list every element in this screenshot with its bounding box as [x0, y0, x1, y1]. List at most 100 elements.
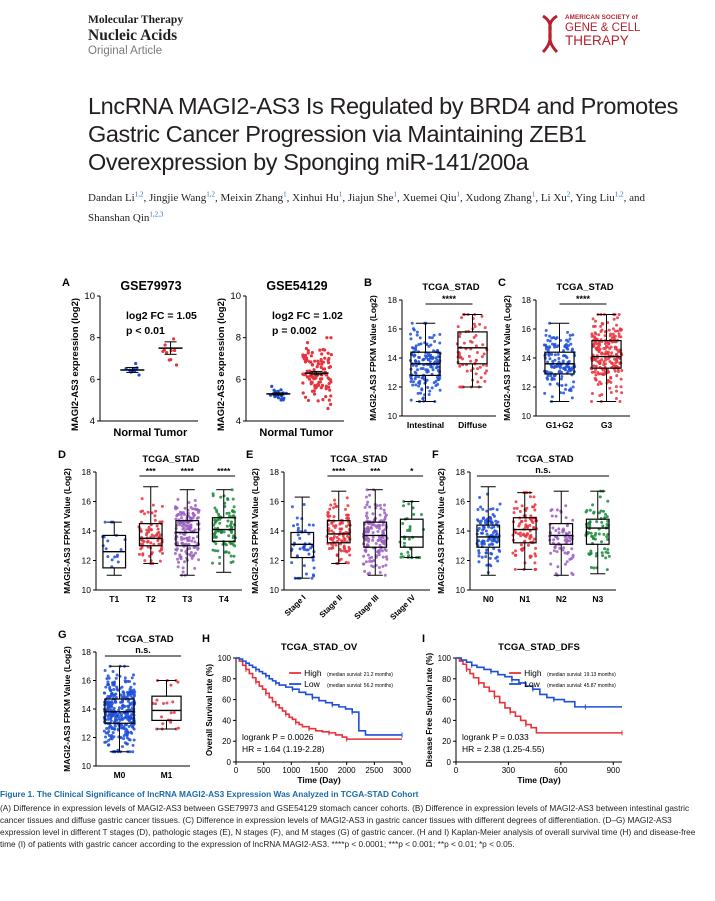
data-point [377, 538, 381, 542]
data-point [381, 523, 385, 527]
data-point [330, 529, 334, 533]
data-point [592, 510, 596, 514]
data-point [490, 526, 494, 530]
journal-name-line2: Nucleic Acids [88, 27, 178, 44]
data-point [600, 352, 604, 356]
author-name: Jiajun She [347, 191, 394, 204]
author: Jiajun She1, [347, 190, 400, 204]
data-point [306, 348, 310, 353]
data-point [165, 350, 169, 355]
data-point [514, 553, 518, 557]
data-point [590, 370, 594, 374]
data-point [214, 542, 218, 546]
data-point [597, 341, 601, 345]
data-point [290, 561, 294, 565]
data-point [594, 532, 598, 536]
data-point [565, 356, 569, 360]
data-point [150, 551, 154, 555]
data-point [589, 531, 593, 535]
data-point [378, 513, 382, 517]
data-point [591, 334, 595, 338]
data-point [224, 543, 228, 547]
data-point [609, 380, 613, 384]
data-point [377, 565, 381, 569]
data-point [421, 397, 425, 401]
data-point [313, 386, 317, 390]
legend-note: (median survial: 21.2 months) [327, 672, 393, 678]
data-point [485, 364, 489, 368]
data-point [113, 724, 117, 728]
data-point [548, 339, 552, 343]
data-point [338, 530, 342, 534]
data-point [568, 333, 572, 337]
data-point [329, 352, 333, 357]
dna-helix-icon [541, 14, 559, 54]
data-point [544, 333, 548, 337]
author: Xuemei Qiu1, [402, 190, 463, 204]
data-point [596, 370, 600, 374]
data-point [599, 330, 603, 334]
data-point [569, 342, 573, 346]
significance-label: **** [332, 466, 346, 476]
box [175, 520, 200, 547]
data-point [566, 330, 570, 334]
data-point [488, 556, 492, 560]
data-point [130, 676, 134, 680]
data-point [524, 519, 528, 523]
data-point [434, 366, 438, 370]
data-point [306, 351, 310, 355]
y-tick-label: 10 [82, 585, 92, 595]
data-point [465, 369, 469, 373]
data-point [428, 360, 432, 364]
data-point [190, 556, 194, 560]
data-point [381, 555, 385, 559]
data-point [414, 344, 418, 348]
data-point [487, 525, 491, 529]
data-point [111, 683, 115, 687]
panel-g: G TCGA_STAD MAGI2-AS3 FPKM Value (Log2) 10 1… [58, 629, 190, 780]
data-point [555, 364, 559, 368]
data-point [216, 529, 220, 533]
data-point [173, 348, 177, 353]
data-point [619, 377, 623, 381]
data-point [110, 712, 114, 716]
data-point [309, 380, 313, 384]
data-point [485, 369, 489, 373]
data-point [565, 560, 569, 564]
data-point [477, 554, 481, 558]
x-tick-label: T3 [182, 594, 192, 604]
data-point [348, 553, 352, 557]
data-point [180, 541, 184, 545]
article-title: LncRNA MAGI2-AS3 Is Regulated by BRD4 an… [88, 93, 678, 175]
y-tick-label: 80 [442, 675, 451, 684]
data-point [489, 507, 493, 511]
data-point [514, 549, 518, 553]
data-point [106, 715, 110, 719]
data-point [229, 560, 233, 564]
data-point [178, 523, 182, 527]
data-point [193, 504, 197, 508]
data-point [306, 548, 310, 552]
data-point [296, 529, 300, 533]
data-point [520, 519, 524, 523]
data-point [180, 521, 184, 525]
data-point [345, 524, 349, 528]
data-point [311, 523, 315, 527]
data-point [324, 394, 328, 399]
data-point [335, 504, 339, 508]
data-point [339, 521, 343, 525]
data-point [194, 551, 198, 555]
data-point [316, 383, 320, 387]
data-point [312, 389, 316, 393]
data-point [603, 547, 607, 551]
data-point [110, 692, 114, 696]
data-point [436, 369, 440, 373]
author-name: Dandan Li [88, 191, 135, 204]
x-tick-label: G1+G2 [546, 420, 574, 430]
data-point [301, 353, 305, 357]
data-point [414, 375, 418, 379]
data-point [568, 557, 572, 561]
y-tick-label: 16 [270, 497, 280, 507]
data-point [131, 725, 135, 729]
x-tick-label: 500 [257, 766, 271, 775]
